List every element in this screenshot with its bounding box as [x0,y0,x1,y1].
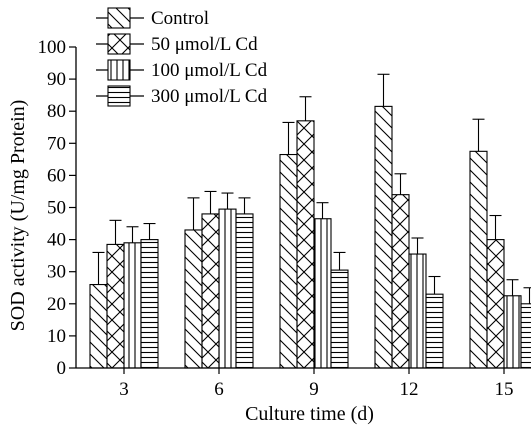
y-tick-label: 0 [57,358,67,379]
legend-item-1: 50 μmol/L Cd [96,33,258,55]
bar-1-2 [296,120,315,369]
bar-0-0 [89,283,108,369]
bar-2-2 [313,218,332,369]
bar-2-4 [503,295,522,369]
y-tick-label: 70 [47,133,66,154]
bar-3-4 [520,303,531,369]
y-tick-label: 100 [38,37,67,58]
bar-3-1 [235,213,254,369]
legend: Control 50 μmol/L Cd 100 μmol/L Cd 300 μmol… [96,7,268,107]
legend-swatch [107,85,131,107]
y-tick-label: 80 [47,101,66,122]
bar-0-1 [184,229,203,369]
legend-item-2: 100 μmol/L Cd [96,59,268,81]
bar-1-0 [106,243,125,369]
x-tick-label: 6 [214,379,224,400]
x-tick-label: 9 [309,379,319,400]
legend-item-3: 300 μmol/L Cd [96,85,268,107]
bar-1-3 [391,194,410,369]
bar-3-3 [425,293,444,369]
x-tick-label: 3 [119,379,129,400]
legend-label: 100 μmol/L Cd [151,60,268,81]
legend-item-0: Control [96,7,209,29]
bar-2-0 [123,242,142,369]
y-tick-label: 50 [47,198,66,219]
y-tick-label: 60 [47,165,66,186]
bar-0-4 [469,150,488,369]
y-axis-title: SOD activity (U/mg Protein) [7,100,29,332]
y-tick-label: 90 [47,69,66,90]
bars-layer [89,105,531,369]
legend-swatch [107,33,131,55]
y-tick-label: 10 [47,326,66,347]
bar-0-2 [279,153,298,369]
x-tick-label: 12 [400,379,419,400]
axes-layer: 0 10 20 30 40 50 60 70 80 90 100 3 6 9 12 15 [38,37,519,400]
legend-swatch [107,7,131,29]
legend-label: 50 μmol/L Cd [151,34,258,55]
bar-0-3 [374,105,393,369]
y-tick-label: 40 [47,230,66,251]
x-axis-title: Culture time (d) [245,403,374,425]
bar-1-1 [201,213,220,369]
bar-2-3 [408,253,427,369]
bar-3-2 [330,269,349,369]
legend-label: 300 μmol/L Cd [151,86,268,107]
bar-2-1 [218,208,237,369]
x-tick-label: 15 [495,379,514,400]
error-bars-layer [92,73,531,304]
bar-3-0 [140,239,159,369]
y-tick-label: 30 [47,262,66,283]
legend-swatch [107,59,131,81]
bar-1-4 [486,239,505,369]
legend-label: Control [151,8,209,29]
y-tick-label: 20 [47,294,66,315]
